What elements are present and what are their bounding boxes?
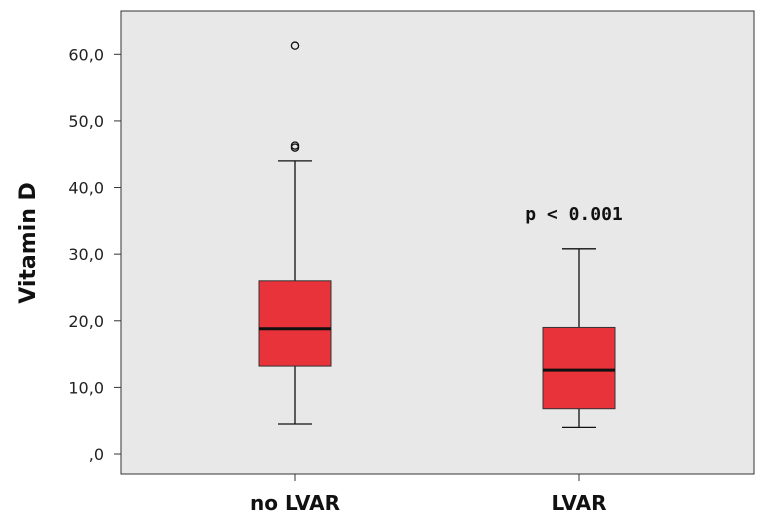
plot-area <box>120 10 755 475</box>
y-tick-label: 30,0 <box>68 245 104 264</box>
y-tick-label: 40,0 <box>68 179 104 198</box>
y-axis: ,0 10,0 20,0 30,0 40,0 50,0 60,0 <box>68 45 121 464</box>
y-axis-title: Vitamin D <box>16 182 41 304</box>
x-category-label: no LVAR <box>250 491 340 515</box>
y-tick-label: 10,0 <box>68 378 104 397</box>
y-tick-label: ,0 <box>89 445 104 464</box>
outlier-point <box>290 143 300 152</box>
y-tick-label: 50,0 <box>68 112 104 131</box>
y-tick-label: 20,0 <box>68 312 104 331</box>
iqr-box <box>258 280 332 367</box>
box-group <box>542 248 616 429</box>
y-tick-label: 60,0 <box>68 45 104 64</box>
box-group <box>258 41 332 425</box>
box-series <box>258 41 616 429</box>
p-value-annotation: p < 0.001 <box>525 204 623 225</box>
outlier-point <box>290 41 300 50</box>
x-axis: no LVAR LVAR <box>250 474 607 515</box>
x-category-label: LVAR <box>552 491 607 515</box>
iqr-box <box>542 326 616 410</box>
annotations: p < 0.001 <box>525 204 623 225</box>
